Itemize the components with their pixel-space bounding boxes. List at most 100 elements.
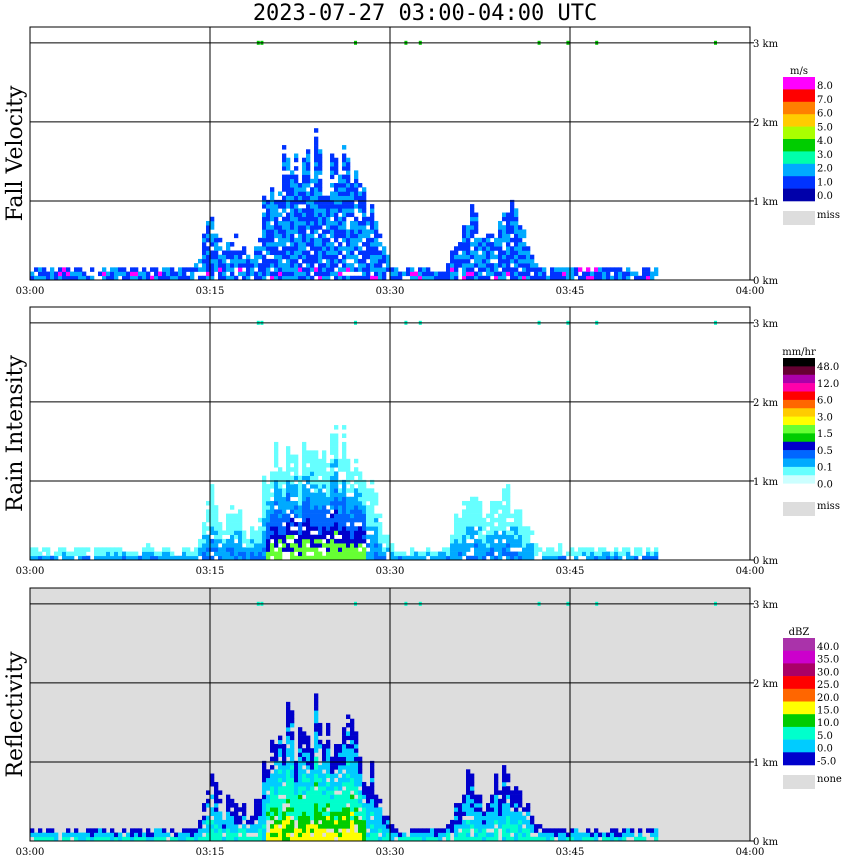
- echo-cell: [230, 517, 235, 523]
- echo-cell: [254, 534, 259, 540]
- echo-cell: [518, 225, 523, 230]
- echo-cell: [354, 517, 359, 523]
- echo-cell: [266, 522, 271, 527]
- echo-cell: [226, 819, 231, 825]
- echo-cell: [318, 765, 323, 770]
- echo-cell: [466, 258, 471, 264]
- echo-cell: [266, 811, 271, 816]
- echo-cell: [338, 229, 343, 234]
- echo-cell: [570, 836, 575, 842]
- echo-cell: [318, 551, 323, 557]
- echo-cell: [322, 454, 327, 460]
- echo-cell: [194, 267, 199, 272]
- echo-cell: [54, 551, 59, 557]
- echo-cell: [538, 547, 543, 552]
- echo-cell: [274, 275, 279, 281]
- echo-cell: [214, 267, 219, 272]
- echo-cell: [306, 811, 311, 816]
- echo-cell: [342, 446, 347, 451]
- echo-cell: [598, 551, 603, 557]
- echo-cell: [282, 538, 287, 544]
- echo-cell: [66, 836, 71, 842]
- echo-cell: [134, 832, 139, 838]
- echo-cell: [494, 555, 499, 561]
- echo-cell: [318, 157, 323, 163]
- echo-cell: [218, 555, 223, 561]
- echo-cell: [354, 555, 359, 561]
- echo-cell: [514, 275, 519, 281]
- echo-cell: [366, 815, 371, 821]
- echo-cell: [370, 242, 375, 247]
- echo-cell: [514, 216, 519, 222]
- colorbar-label: 6.0: [817, 109, 833, 120]
- echo-cell: [350, 777, 355, 783]
- echo-cell: [506, 819, 511, 825]
- echo-cell: [334, 450, 339, 455]
- echo-cell: [478, 263, 483, 268]
- echo-cell: [302, 777, 307, 783]
- echo-cell: [374, 815, 379, 821]
- echo-cell: [494, 500, 499, 506]
- echo-cell: [510, 254, 515, 260]
- echo-cell: [530, 815, 535, 821]
- echo-cell: [274, 769, 279, 774]
- echo-cell: [622, 832, 627, 838]
- echo-cell: [206, 815, 211, 821]
- echo-cell: [346, 183, 351, 188]
- echo-cell: [270, 204, 275, 209]
- echo-cell: [590, 836, 595, 842]
- echo-cell: [34, 555, 39, 561]
- echo-cell: [274, 492, 279, 498]
- echo-cell: [314, 706, 319, 711]
- echo-cell: [334, 212, 339, 218]
- echo-cell: [410, 828, 415, 833]
- echo-cell: [222, 555, 227, 561]
- echo-cell: [526, 267, 531, 272]
- echo-cell: [338, 204, 343, 209]
- echo-cell: [314, 229, 319, 234]
- echo-cell: [342, 267, 347, 272]
- echo-cell: [286, 263, 291, 268]
- echo-cell: [358, 484, 363, 489]
- echo-cell: [206, 237, 211, 243]
- echo-cell: [470, 509, 475, 514]
- echo-cell: [274, 522, 279, 527]
- echo-cell: [302, 786, 307, 791]
- echo-cell: [126, 275, 131, 281]
- y-tick-label: 1 km: [753, 477, 779, 488]
- echo-cell: [182, 267, 187, 272]
- echo-cell: [274, 441, 279, 447]
- echo-cell: [226, 254, 231, 260]
- echo-cell: [282, 790, 287, 795]
- echo-cell: [298, 543, 303, 548]
- echo-cell: [458, 836, 463, 842]
- echo-cell: [330, 803, 335, 808]
- echo-cell: [270, 798, 275, 804]
- echo-cell: [518, 229, 523, 234]
- echo-cell: [318, 727, 323, 732]
- echo-cell: [62, 832, 67, 838]
- echo-cell: [198, 538, 203, 544]
- echo-field: [30, 128, 659, 281]
- echo-cell: [354, 220, 359, 226]
- echo-cell: [514, 263, 519, 268]
- echo-cell: [238, 258, 243, 264]
- echo-cell: [542, 271, 547, 277]
- echo-cell: [334, 161, 339, 167]
- echo-cell: [238, 807, 243, 812]
- echo-cell: [214, 530, 219, 535]
- echo-cell: [278, 739, 283, 745]
- echo-cell: [518, 828, 523, 833]
- echo-cell: [246, 258, 251, 264]
- echo-cell: [306, 815, 311, 821]
- echo-cell: [330, 170, 335, 175]
- echo-cell: [290, 271, 295, 277]
- echo-cell: [582, 275, 587, 281]
- echo-cell: [314, 271, 319, 277]
- echo-cell: [298, 815, 303, 821]
- echo-cell: [338, 547, 343, 552]
- echo-cell: [458, 547, 463, 552]
- echo-cell: [290, 517, 295, 523]
- echo-cell: [382, 534, 387, 540]
- colorbar-swatch: [783, 425, 815, 434]
